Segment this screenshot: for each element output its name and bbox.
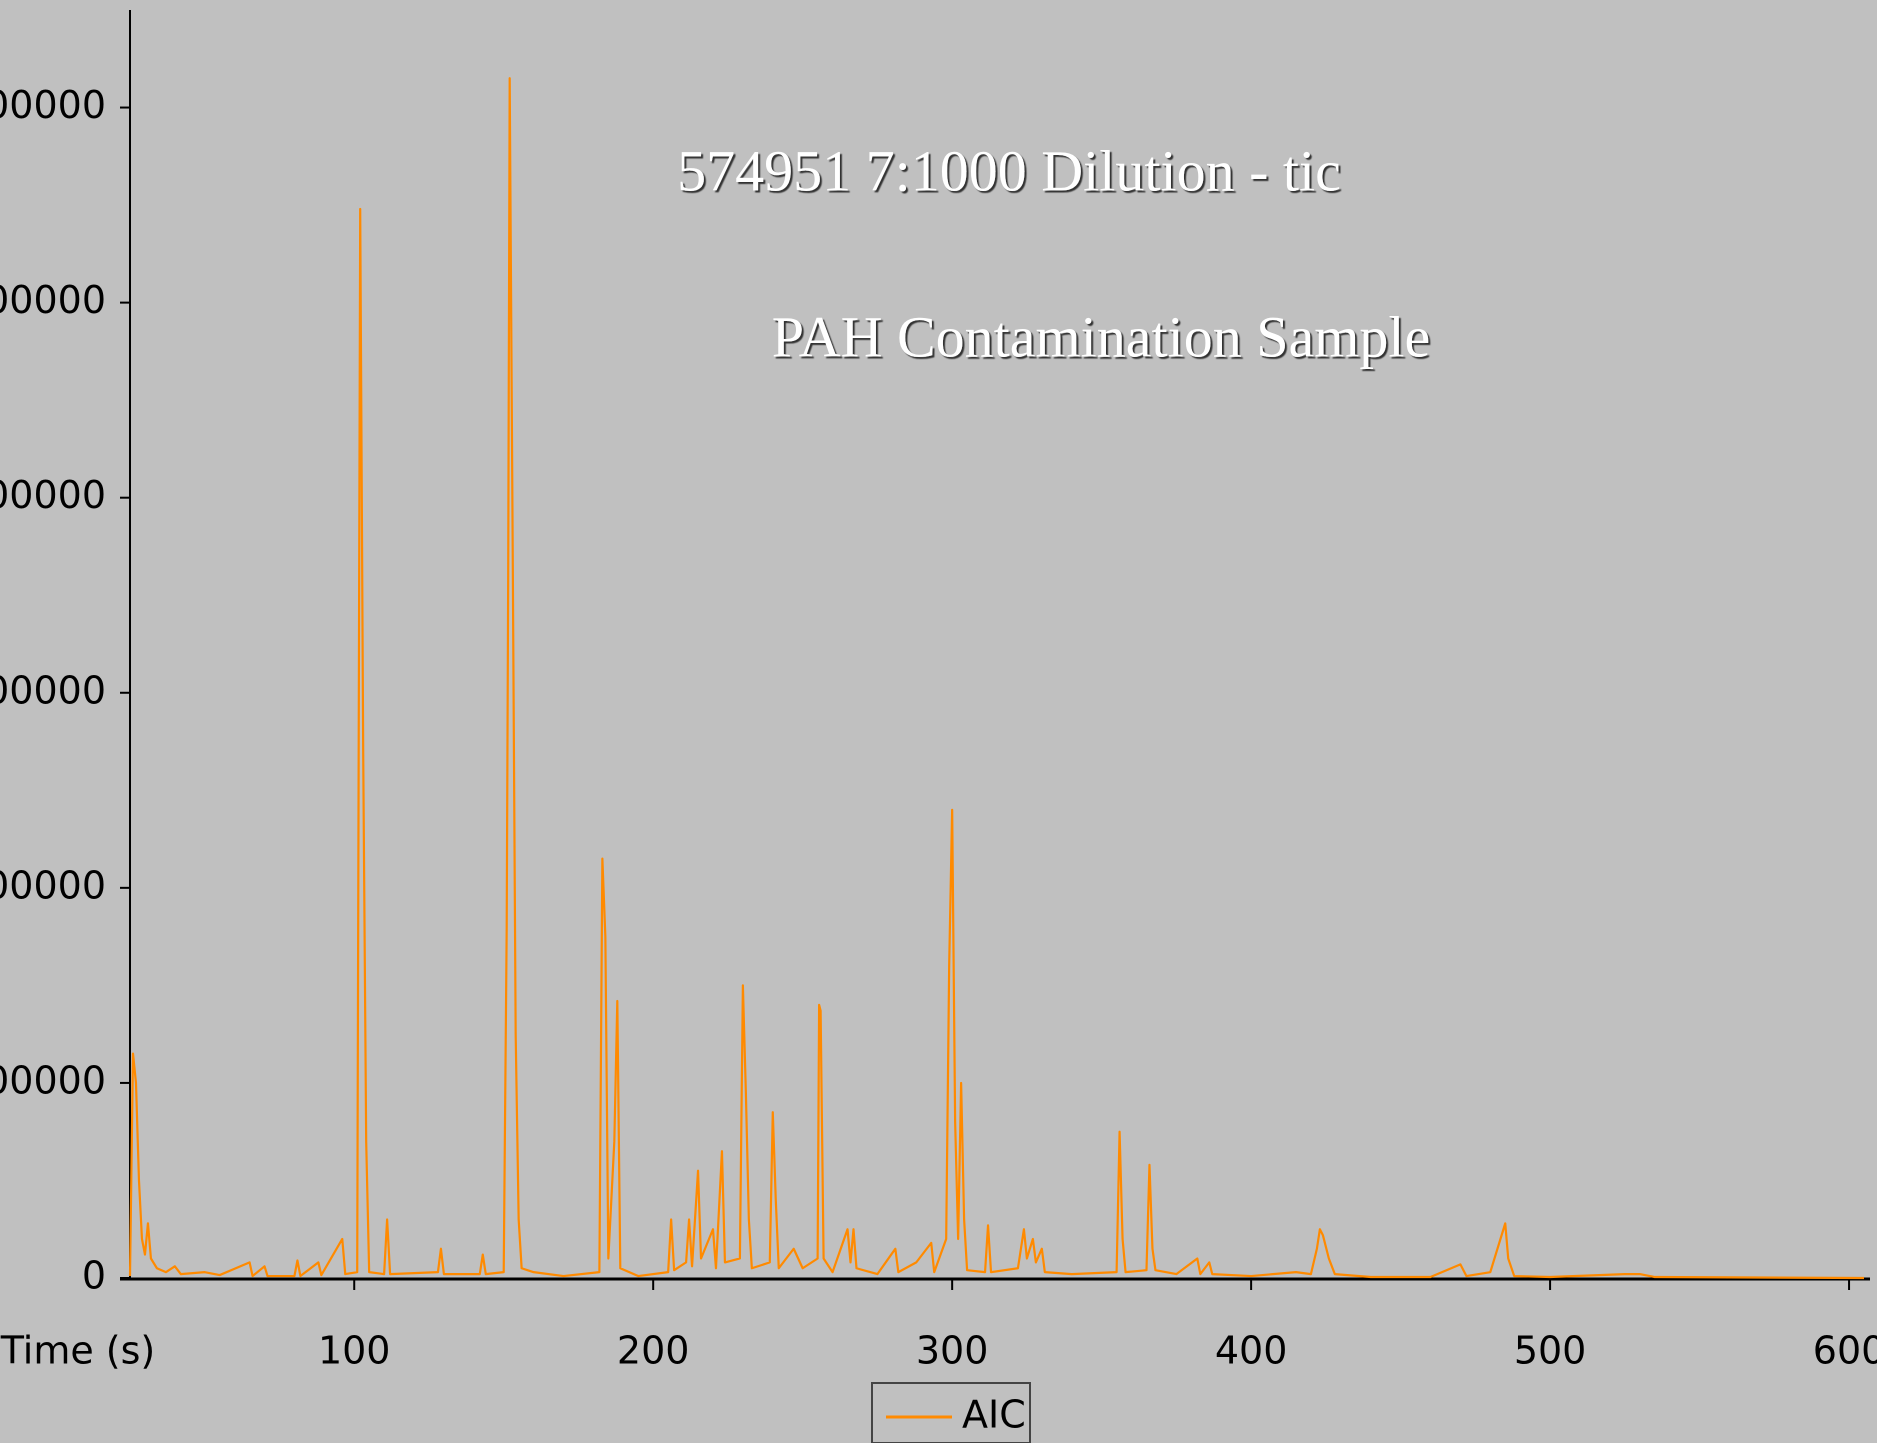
y-tick-label: 300000	[0, 668, 106, 712]
y-tick-label: 600000	[0, 83, 106, 127]
data-line	[128, 77, 1865, 1280]
x-tick-label: 200	[617, 1329, 690, 1373]
legend-label: AIC	[962, 1393, 1026, 1437]
x-axis-label: Time (s)	[0, 1329, 155, 1373]
y-tick-label: 0	[82, 1254, 106, 1298]
x-tick-label: 500	[1514, 1329, 1587, 1373]
y-tick-label: 200000	[0, 863, 106, 907]
x-tick-label: 300	[916, 1329, 989, 1373]
chart-subtitle: PAH Contamination Sample	[772, 304, 1430, 369]
x-tick-label: 400	[1215, 1329, 1288, 1373]
chart-title: 574951 7:1000 Dilution - tic	[677, 138, 1341, 203]
legend: AIC	[871, 1382, 1031, 1443]
y-tick-label: 400000	[0, 473, 106, 517]
y-tick-label: 500000	[0, 278, 106, 322]
y-tick-label: 100000	[0, 1058, 106, 1102]
legend-box	[871, 1382, 1031, 1443]
x-tick-label: 100	[318, 1329, 391, 1373]
x-tick-label: 600	[1813, 1329, 1877, 1373]
